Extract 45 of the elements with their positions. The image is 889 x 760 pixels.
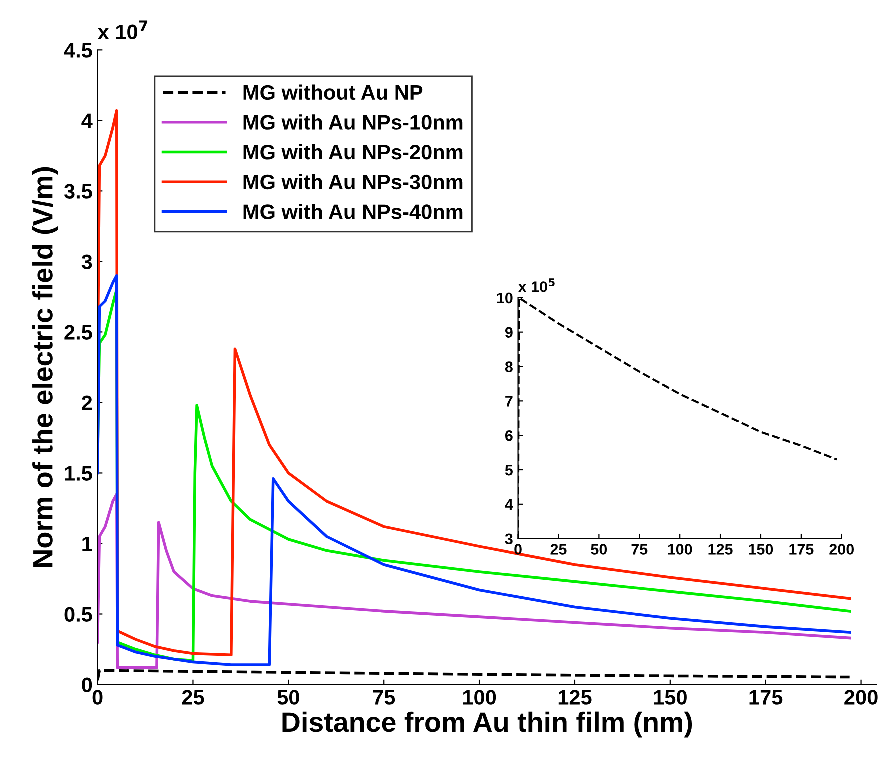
legend-label: MG with Au NPs-20nm <box>244 144 463 160</box>
x-tick-label: 150 <box>654 690 687 705</box>
x-tick-label: 0 <box>514 544 522 555</box>
x-axis-title: Distance from Au thin film (nm) <box>282 712 692 738</box>
annotation: x 10$^{5}$ <box>518 278 555 292</box>
y-tick-label: 2 <box>82 396 92 410</box>
x-tick-label: 175 <box>790 544 814 555</box>
x-tick-label: 25 <box>550 544 567 555</box>
y-tick-label: 7 <box>506 396 513 407</box>
x-tick-label: 50 <box>278 690 300 705</box>
y-tick-label: 0.5 <box>64 607 92 622</box>
x-tick-label: 25 <box>182 690 204 705</box>
x-tick-label: 75 <box>632 544 648 555</box>
text: x 10$^{7}$ <box>98 20 148 40</box>
x-tick-label: 0 <box>92 690 103 705</box>
y-tick-label: 4.5 <box>64 43 92 58</box>
y-tick-label: 3 <box>82 254 92 270</box>
y-tick-label: 0 <box>82 678 92 693</box>
x-tick-label: 100 <box>668 544 692 555</box>
y-tick-label: 1.5 <box>65 466 92 481</box>
x-tick-label: 100 <box>463 690 496 705</box>
legend-label: MG with Au NPs-30nm <box>244 174 463 190</box>
legend-label: MG without Au NP <box>244 84 423 100</box>
x-tick-label: 75 <box>373 690 396 705</box>
x-tick-label: 150 <box>749 544 774 555</box>
y-tick-label: 5 <box>505 465 513 476</box>
x-tick-label: 50 <box>591 544 608 555</box>
y-tick-label: 3 <box>505 534 513 545</box>
x-tick-label: 200 <box>830 544 854 555</box>
x-tick-label: 175 <box>750 690 783 705</box>
y-tick-label: 3.5 <box>64 184 92 199</box>
legend-label: MG with Au NPs-40nm <box>244 204 463 220</box>
legend-label: MG with Au NPs-10nm <box>244 114 463 130</box>
y-tick-label: 9 <box>505 327 513 338</box>
y-tick-label: 4 <box>82 114 93 128</box>
y-tick-label: 4 <box>505 499 514 510</box>
x-tick-label: 125 <box>708 544 733 555</box>
y-tick-label: 1 <box>82 536 92 552</box>
y-tick-label: 2.5 <box>64 325 92 340</box>
y-tick-label: 10 <box>497 292 513 304</box>
y-tick-label: 8 <box>505 362 513 372</box>
y-axis-title: Norm of the electric field (V/m) <box>32 167 58 568</box>
y-tick-label: 6 <box>505 430 513 442</box>
x-tick-label: 125 <box>558 690 592 705</box>
x-tick-label: 200 <box>844 690 878 705</box>
